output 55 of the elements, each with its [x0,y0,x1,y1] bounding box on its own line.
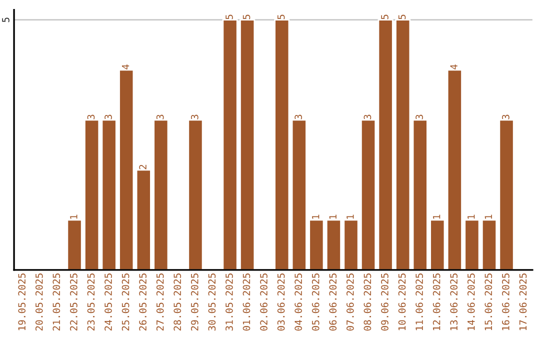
x-tick-label: 02.06.2025 [260,274,268,331]
x-tick-label: 27.05.2025 [156,274,164,331]
data-label: 1 [312,214,320,219]
data-label: 3 [190,114,198,120]
bar [188,119,204,270]
data-label: 4 [122,64,130,70]
x-tick-label: 22.05.2025 [70,274,78,331]
data-label: 1 [433,214,440,219]
x-tick-label: 08.06.2025 [364,274,372,331]
x-tick-label: 05.06.2025 [312,274,320,331]
data-label: 5 [278,14,285,20]
x-tick-label: 24.05.2025 [104,274,112,331]
data-label: 5 [242,14,250,20]
data-label: 5 [398,14,406,20]
x-tick-label: 12.06.2025 [432,274,440,330]
x-tick-label: 30.05.2025 [208,274,216,331]
data-label: 3 [104,114,112,120]
x-tick-label: 19.05.2025 [18,274,26,330]
x-tick-label: 31.05.2025 [226,274,233,331]
x-tick-label: 20.05.2025 [35,274,43,331]
x-tick-label: 26.05.2025 [139,274,146,331]
x-tick-label: 14.06.2025 [467,274,475,330]
x-tick-label: 15.06.2025 [484,274,492,330]
data-label: 1 [346,214,354,219]
data-label: 1 [70,214,78,219]
x-tick-label: 10.06.2025 [398,274,406,330]
data-label: 3 [156,114,164,120]
x-tick-label: 04.06.2025 [294,274,302,331]
data-label: 1 [484,214,492,219]
data-label: 1 [329,214,336,219]
x-tick-label: 28.05.2025 [174,274,182,331]
x-tick-label: 29.05.2025 [190,274,198,331]
data-label: 3 [87,114,95,120]
data-label: 3 [502,114,510,120]
data-label: 5 [226,14,233,20]
x-tick-label: 17.06.2025 [519,274,527,330]
data-label: 4 [450,64,458,70]
data-label: 1 [468,214,475,219]
data-label: 3 [294,114,302,120]
x-tick-label: 23.05.2025 [87,274,95,331]
x-tick-label: 11.06.2025 [416,274,423,330]
x-tick-label: 16.06.2025 [502,274,510,330]
data-label: 3 [364,114,372,120]
x-tick-label: 01.06.2025 [242,274,250,331]
data-label: 5 [381,14,388,20]
x-tick-label: 06.06.2025 [329,274,337,331]
x-tick-label: 09.06.2025 [381,274,388,331]
data-label: 3 [416,114,423,120]
x-tick-label: 21.05.2025 [52,274,60,331]
data-label: 2 [139,164,146,170]
x-tick-label: 25.05.2025 [122,274,130,331]
bar [274,19,290,270]
x-tick-label: 13.06.2025 [450,274,458,330]
x-tick-label: 07.06.2025 [346,274,354,331]
x-tick-label: 03.06.2025 [277,274,285,331]
